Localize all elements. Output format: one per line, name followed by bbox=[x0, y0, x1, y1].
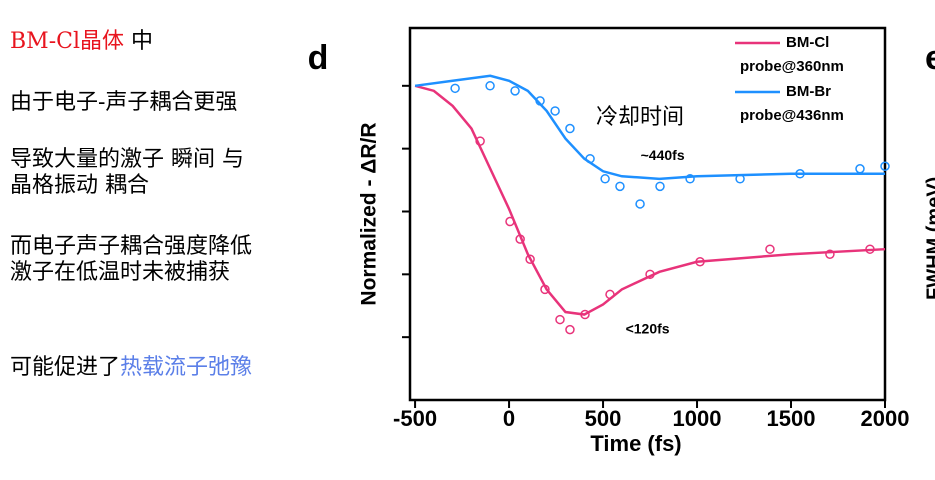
data-point bbox=[475, 136, 485, 146]
data-point bbox=[485, 81, 495, 91]
data-point bbox=[535, 96, 545, 106]
data-point bbox=[695, 257, 705, 267]
data-point bbox=[585, 153, 595, 164]
data-point bbox=[515, 234, 525, 244]
data-point bbox=[635, 199, 645, 209]
x-tick-label: 0 bbox=[503, 406, 515, 431]
data-point bbox=[765, 244, 775, 254]
data-point bbox=[450, 83, 460, 94]
legend-label: BM-Cl bbox=[786, 34, 829, 51]
annotation: <120fs bbox=[626, 320, 670, 336]
note-text: BM-Cl晶体 中 bbox=[10, 29, 153, 54]
data-point bbox=[645, 269, 655, 280]
note-text: 可能促进了热载流子弛豫 bbox=[10, 355, 252, 380]
data-point bbox=[685, 174, 695, 184]
panel-label: d bbox=[308, 39, 329, 77]
note-text: 晶格振动 耦合 bbox=[10, 173, 149, 198]
data-point bbox=[825, 249, 835, 259]
data-point bbox=[555, 314, 565, 325]
note-span: 由于电子-声子耦合更强 bbox=[10, 90, 237, 115]
note-text: 激子在低温时未被捕获 bbox=[10, 260, 230, 285]
data-point bbox=[735, 174, 745, 184]
data-point bbox=[600, 174, 610, 184]
legend-label: BM-Br bbox=[786, 83, 831, 100]
y-axis-label: Normalized - ΔR/R bbox=[358, 122, 381, 305]
data-point bbox=[855, 164, 865, 174]
x-tick-label: 500 bbox=[585, 406, 622, 431]
note-text: 导致大量的激子 瞬间 与 bbox=[10, 147, 244, 172]
line bbox=[414, 74, 885, 181]
x-tick-label: -500 bbox=[393, 406, 437, 431]
plot-frame bbox=[408, 26, 887, 402]
data-point bbox=[565, 324, 575, 335]
annotation: ~440fs bbox=[641, 147, 685, 163]
note-text: 由于电子-声子耦合更强 bbox=[10, 90, 237, 115]
note-span: 热载流子弛豫 bbox=[120, 355, 252, 380]
data-point bbox=[550, 106, 560, 116]
data-point bbox=[880, 161, 890, 171]
note-span: 可能促进了 bbox=[10, 355, 120, 380]
y-axis-label: FWHM (meV) bbox=[923, 177, 935, 300]
panel-label: e bbox=[925, 39, 935, 77]
callout: 冷却时间 bbox=[596, 105, 684, 130]
x-axis-label: Time (fs) bbox=[590, 431, 681, 456]
data-point bbox=[655, 181, 665, 192]
data-point bbox=[540, 284, 550, 295]
note-span: BM-Cl晶体 bbox=[10, 29, 124, 54]
note-text: 而电子声子耦合强度降低 bbox=[10, 234, 252, 259]
x-tick-label: 2000 bbox=[861, 406, 910, 431]
data-point bbox=[580, 309, 590, 320]
data-point bbox=[795, 169, 805, 179]
data-point bbox=[615, 181, 625, 192]
x-tick-label: 1500 bbox=[767, 406, 816, 431]
line bbox=[414, 84, 886, 316]
data-point bbox=[605, 289, 615, 300]
data-point bbox=[525, 254, 535, 264]
data-point bbox=[505, 216, 515, 227]
data-point bbox=[510, 86, 520, 96]
x-tick-label: 1000 bbox=[673, 406, 722, 431]
legend-label: probe@436nm bbox=[740, 107, 844, 124]
data-point bbox=[865, 244, 875, 254]
data-point bbox=[565, 123, 575, 134]
note-span: 中 bbox=[124, 29, 153, 54]
legend-label: probe@360nm bbox=[740, 58, 844, 75]
